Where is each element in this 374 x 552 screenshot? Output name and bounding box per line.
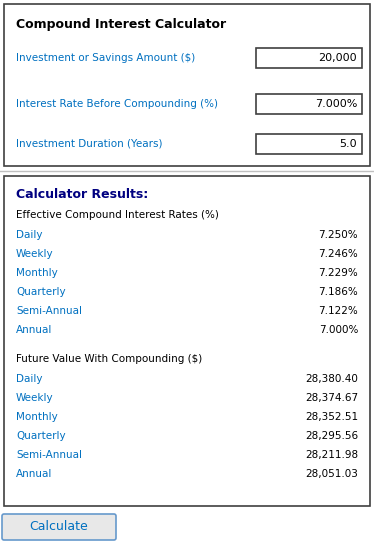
Text: Investment Duration (Years): Investment Duration (Years) [16,139,162,149]
Text: Investment or Savings Amount ($): Investment or Savings Amount ($) [16,53,195,63]
Text: 7.246%: 7.246% [318,249,358,259]
FancyBboxPatch shape [256,134,362,154]
Text: Semi-Annual: Semi-Annual [16,450,82,460]
Text: Daily: Daily [16,374,43,384]
Text: 28,211.98: 28,211.98 [305,450,358,460]
FancyBboxPatch shape [256,94,362,114]
Text: Future Value With Compounding ($): Future Value With Compounding ($) [16,354,202,364]
Text: 5.0: 5.0 [339,139,357,149]
Text: Monthly: Monthly [16,412,58,422]
Text: Annual: Annual [16,325,52,335]
Text: Effective Compound Interest Rates (%): Effective Compound Interest Rates (%) [16,210,219,220]
Text: Quarterly: Quarterly [16,287,65,297]
Text: 28,380.40: 28,380.40 [305,374,358,384]
Text: Daily: Daily [16,230,43,240]
Text: Interest Rate Before Compounding (%): Interest Rate Before Compounding (%) [16,99,218,109]
Text: 28,374.67: 28,374.67 [305,393,358,403]
Text: Compound Interest Calculator: Compound Interest Calculator [16,18,226,31]
Text: 7.186%: 7.186% [318,287,358,297]
FancyBboxPatch shape [4,176,370,506]
Text: 7.122%: 7.122% [318,306,358,316]
Text: Monthly: Monthly [16,268,58,278]
Text: Quarterly: Quarterly [16,431,65,441]
FancyBboxPatch shape [256,48,362,68]
Text: 28,295.56: 28,295.56 [305,431,358,441]
Text: 7.000%: 7.000% [319,325,358,335]
FancyBboxPatch shape [2,514,116,540]
Text: 28,352.51: 28,352.51 [305,412,358,422]
Text: Calculate: Calculate [30,521,88,533]
Text: 7.000%: 7.000% [315,99,357,109]
FancyBboxPatch shape [4,4,370,166]
Text: Weekly: Weekly [16,393,53,403]
Text: 7.250%: 7.250% [318,230,358,240]
Text: Annual: Annual [16,469,52,479]
Text: Calculator Results:: Calculator Results: [16,188,148,201]
Text: Semi-Annual: Semi-Annual [16,306,82,316]
Text: Weekly: Weekly [16,249,53,259]
Text: 7.229%: 7.229% [318,268,358,278]
Text: 20,000: 20,000 [318,53,357,63]
Text: 28,051.03: 28,051.03 [305,469,358,479]
